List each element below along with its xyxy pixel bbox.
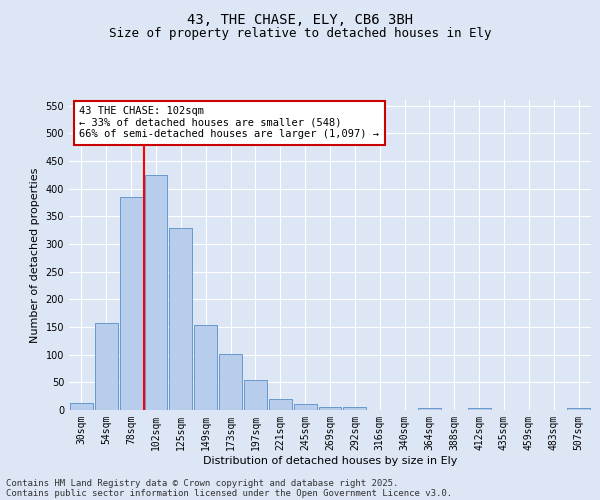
Bar [70, 403, 93, 410]
Bar [120, 197, 143, 410]
Bar [567, 408, 590, 410]
Bar [95, 323, 118, 410]
Bar [194, 326, 217, 410]
Text: 43 THE CHASE: 102sqm
← 33% of detached houses are smaller (548)
66% of semi-deta: 43 THE CHASE: 102sqm ← 33% of detached h… [79, 106, 379, 140]
Bar [294, 404, 317, 410]
Text: Size of property relative to detached houses in Ely: Size of property relative to detached ho… [109, 28, 491, 40]
Text: Contains HM Land Registry data © Crown copyright and database right 2025.: Contains HM Land Registry data © Crown c… [6, 478, 398, 488]
Bar [343, 407, 366, 410]
Bar [169, 228, 192, 410]
Text: 43, THE CHASE, ELY, CB6 3BH: 43, THE CHASE, ELY, CB6 3BH [187, 12, 413, 26]
Bar [468, 408, 491, 410]
Bar [319, 407, 341, 410]
Bar [145, 174, 167, 410]
Y-axis label: Number of detached properties: Number of detached properties [30, 168, 40, 342]
Bar [269, 400, 292, 410]
Text: Contains public sector information licensed under the Open Government Licence v3: Contains public sector information licen… [6, 488, 452, 498]
Bar [219, 354, 242, 410]
X-axis label: Distribution of detached houses by size in Ely: Distribution of detached houses by size … [203, 456, 457, 466]
Bar [244, 380, 267, 410]
Bar [418, 408, 441, 410]
